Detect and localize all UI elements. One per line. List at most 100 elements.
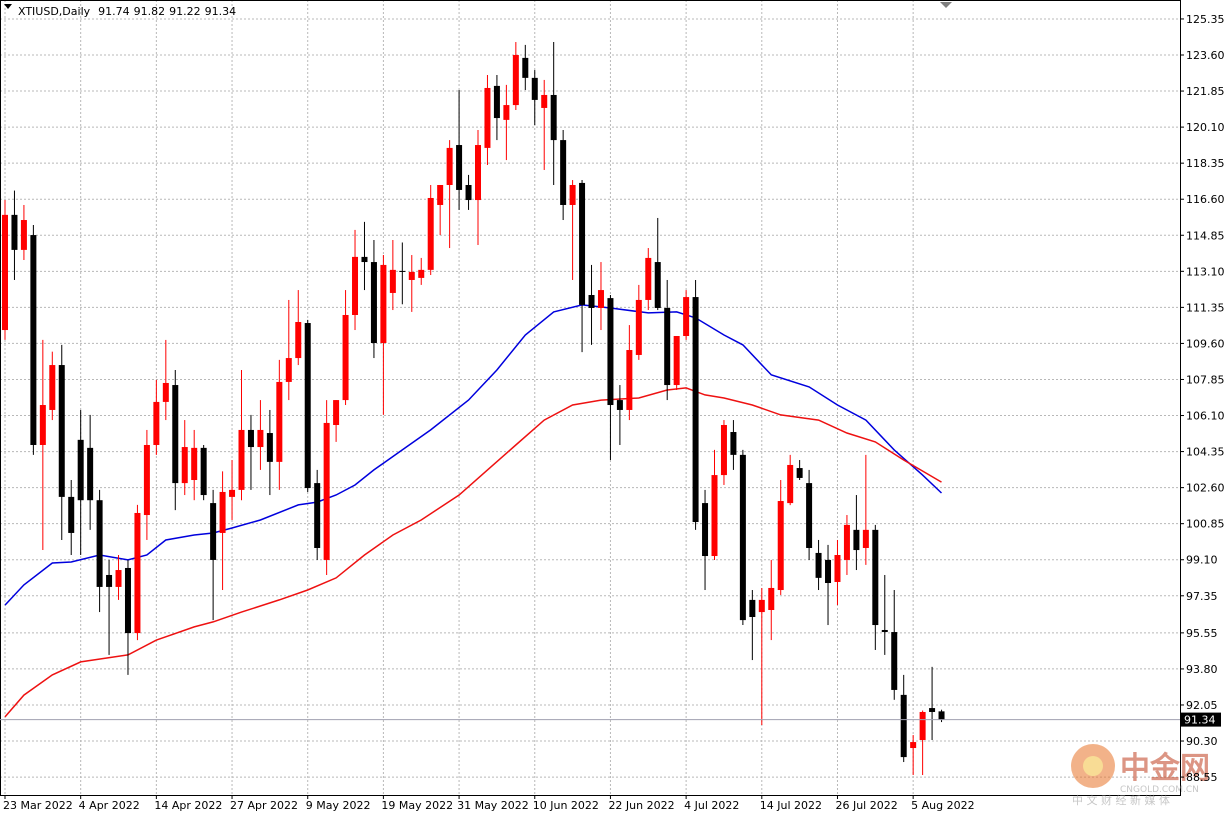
candle-body [777,501,784,591]
candle-body [115,570,122,587]
candle-body [616,400,623,410]
candle-body [919,711,926,740]
candle-body [229,489,236,497]
candle-body [796,468,803,478]
plot-frame [0,0,1181,796]
candle-body [475,145,481,201]
candle-body [399,270,406,272]
moving-averages [4,304,943,718]
y-tick-label: 90.30 [1186,735,1218,748]
candle-body [541,94,548,108]
candle-body [645,257,652,300]
candle-body [768,587,775,611]
header-low: 91.22 [169,5,201,18]
candles [2,42,945,776]
candle-body [853,529,860,551]
candle-body [361,256,368,263]
candle-body [370,262,377,344]
x-tick-label: 10 Jun 2022 [533,799,599,812]
candle-body [266,433,273,462]
y-tick-label: 107.85 [1186,373,1225,386]
candle-body [333,400,340,426]
candle-body [153,401,160,445]
y-tick-label: 102.60 [1186,482,1225,495]
candle-body [664,307,671,386]
candle-body [210,503,217,560]
x-tick-label: 14 Apr 2022 [154,799,222,812]
y-tick-label: 118.35 [1186,157,1225,170]
y-tick-label: 99.10 [1186,554,1218,567]
candle-body [550,94,557,141]
candle-body [825,559,832,584]
candle-body [295,321,302,359]
candle-body [720,425,727,476]
candle-body [380,264,387,344]
watermark-tagline: 中 文 财 经 新 媒 体 [1072,793,1170,807]
y-tick-label: 113.10 [1186,265,1225,278]
candle-body [257,429,264,448]
candle-body [758,599,765,613]
candle-body [389,269,396,293]
candle-body [938,711,945,720]
candle-body [579,182,586,305]
candle-body [654,262,661,308]
chart-header: XTIUSD,Daily 91.74 91.82 91.22 91.34 [18,5,236,18]
y-tick-label: 123.60 [1186,49,1225,62]
candle-body [11,214,18,250]
x-tick-label: 23 Mar 2022 [3,799,73,812]
header-high: 91.82 [134,5,166,18]
candle-body [493,85,500,119]
candle-body [39,405,46,445]
y-tick-label: 121.85 [1186,85,1225,98]
candle-body [96,500,103,587]
candle-body [408,271,415,280]
y-tick-label: 109.60 [1186,337,1225,350]
candle-body [881,629,888,633]
candle-body [531,77,538,100]
x-tick-label: 4 Jul 2022 [684,799,739,812]
candle-body [872,529,879,626]
candle-body [238,429,245,490]
candle-body [512,55,519,106]
candle-body [58,365,65,497]
candle-body [304,323,311,489]
candle-body [626,350,633,410]
candle-body [276,381,283,462]
candle-body [191,447,198,481]
y-tick-label: 88.55 [1186,771,1218,784]
candle-body [730,432,737,455]
candle-body [910,742,917,749]
candle-body [749,599,756,618]
candle-body [711,475,718,557]
candle-body [2,214,8,331]
header-open: 91.74 [98,5,130,18]
candle-body [900,694,907,758]
y-tick-label: 104.35 [1186,446,1225,459]
candle-body [683,297,690,337]
shift-marker [940,2,952,8]
x-tick-label: 14 Jul 2022 [760,799,822,812]
candle-body [418,269,425,278]
y-tick-label: 97.35 [1186,590,1218,603]
x-tick-label: 5 Aug 2022 [911,799,974,812]
x-tick-label: 27 Apr 2022 [230,799,298,812]
current-price-box [1181,712,1221,727]
y-tick-label: 114.85 [1186,229,1225,242]
candle-body [124,567,131,634]
moving-average-line [4,304,943,606]
candle-body [427,197,434,270]
candle-body [30,235,37,445]
candle-body [200,447,207,496]
candle-body [607,298,614,406]
candle-body [285,358,292,382]
x-tick-label: 31 May 2022 [457,799,529,812]
candle-body [597,290,604,308]
chart-title: XTIUSD,Daily [18,5,91,18]
candle-body [560,140,567,205]
candle-body [815,552,822,578]
candle-body [673,336,680,386]
x-tick-label: 26 Jul 2022 [835,799,897,812]
x-tick-label: 22 Jun 2022 [608,799,674,812]
